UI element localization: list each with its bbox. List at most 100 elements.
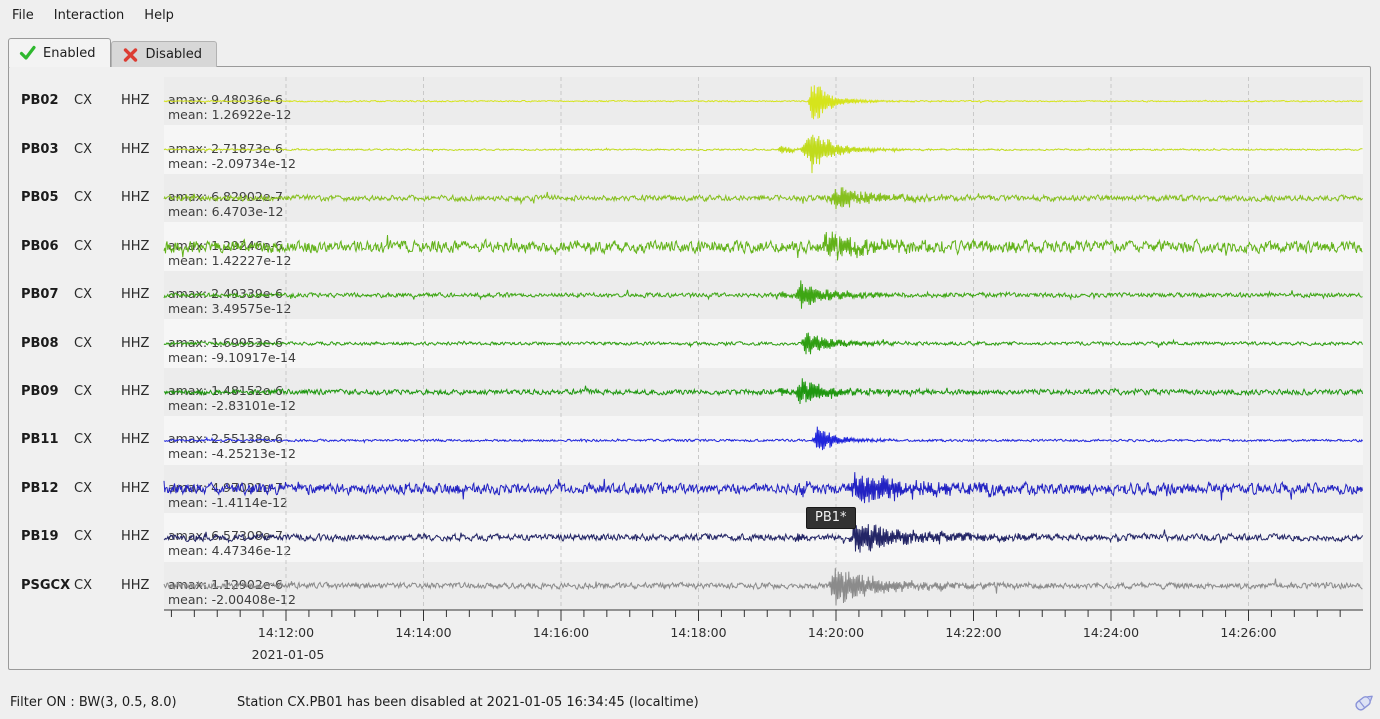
network-code: CX — [74, 432, 92, 448]
network-code: CX — [74, 335, 92, 351]
waveform-trace-pb03[interactable] — [163, 134, 1363, 174]
amax-value: amax: 1.48152e-6 — [168, 382, 283, 398]
station-tooltip: PB1* — [806, 507, 856, 529]
trace-label-psgcx[interactable]: PSGCX CX HHZ — [21, 577, 149, 593]
pen-icon[interactable] — [1350, 687, 1378, 715]
waveform-trace-pb11[interactable] — [163, 426, 1363, 451]
trace-label-pb06[interactable]: PB06 CX HHZ — [21, 238, 149, 254]
channel-code: HHZ — [121, 93, 150, 109]
amax-value: amax: 9.48036e-6 — [168, 92, 283, 108]
trace-label-pb19[interactable]: PB19 CX HHZ — [21, 529, 149, 545]
channel-code: HHZ — [121, 529, 150, 545]
trace-label-pb12[interactable]: PB12 CX HHZ — [21, 480, 149, 496]
trace-stats: amax: 2.49339e-6 mean: 3.49575e-12 — [168, 286, 291, 316]
tab-label: Disabled — [145, 47, 203, 62]
channel-code: HHZ — [121, 335, 150, 351]
channel-code: HHZ — [121, 141, 150, 157]
station-name: PB07 — [21, 287, 59, 303]
mean-value: mean: 4.47346e-12 — [168, 543, 292, 559]
mean-value: mean: -2.00408e-12 — [168, 591, 296, 607]
amax-value: amax: 1.69953e-6 — [168, 334, 283, 350]
station-name: PB08 — [21, 335, 59, 351]
waveform-panel[interactable]: PB02 CX HHZ amax: 9.48036e-6 mean: 1.26922e-… — [8, 66, 1371, 670]
time-tick-label: 14:24:00 — [1082, 625, 1140, 640]
menu-bar: File Interaction Help — [0, 0, 1380, 30]
trace-stats: amax: 9.48036e-6 mean: 1.26922e-12 — [168, 92, 291, 122]
network-code: CX — [74, 529, 92, 545]
trace-label-pb02[interactable]: PB02 CX HHZ — [21, 93, 149, 109]
waveform-trace-pb02[interactable] — [163, 85, 1363, 120]
status-bar: Filter ON : BW(3, 0.5, 8.0) Station CX.P… — [0, 670, 1380, 719]
filter-status-text: Filter ON : BW(3, 0.5, 8.0) — [10, 695, 177, 710]
tab-label: Enabled — [43, 45, 96, 61]
trace-label-pb07[interactable]: PB07 CX HHZ — [21, 287, 149, 303]
trace-label-pb08[interactable]: PB08 CX HHZ — [21, 335, 149, 351]
station-name: PSGCX — [21, 577, 71, 593]
network-code: CX — [74, 383, 92, 399]
amax-value: amax: 2.55138e-6 — [168, 431, 283, 447]
amax-value: amax: 2.49339e-6 — [168, 286, 283, 302]
time-tick-label: 14:12:00 — [257, 625, 315, 640]
trace-stats: amax: 1.69953e-6 mean: -9.10917e-14 — [168, 335, 296, 365]
trace-stats: amax: 6.82902e-7 mean: 6.4703e-12 — [168, 189, 283, 219]
waveform-trace-pb09[interactable] — [163, 378, 1363, 405]
trace-label-pb03[interactable]: PB03 CX HHZ — [21, 141, 149, 157]
channel-code: HHZ — [121, 238, 150, 254]
channel-code: HHZ — [121, 287, 150, 303]
menu-item-file[interactable]: File — [12, 7, 34, 23]
time-tick-label: 14:18:00 — [670, 625, 727, 640]
amax-value: amax: 2.71873e-6 — [168, 140, 283, 156]
check-icon — [19, 45, 36, 61]
network-code: CX — [74, 93, 92, 109]
waveform-trace-pb08[interactable] — [163, 332, 1363, 355]
network-code: CX — [74, 577, 92, 593]
menu-item-help[interactable]: Help — [144, 7, 174, 23]
channel-code: HHZ — [121, 577, 150, 593]
waveform-trace-pb06[interactable] — [163, 231, 1363, 261]
station-name: PB06 — [21, 238, 59, 254]
station-name: PB09 — [21, 383, 59, 399]
amax-value: amax: 6.82902e-7 — [168, 189, 283, 205]
time-tick-label: 14:22:00 — [945, 625, 1002, 640]
trace-label-pb11[interactable]: PB11 CX HHZ — [21, 432, 149, 447]
mean-value: mean: -1.4114e-12 — [168, 494, 288, 510]
mean-value: mean: -2.83101e-12 — [168, 397, 296, 413]
waveform-trace-pb07[interactable] — [163, 280, 1363, 309]
station-name: PB05 — [21, 190, 59, 206]
trace-stats: amax: 2.71873e-6 mean: -2.09734e-12 — [168, 141, 296, 171]
waveform-trace-pb12[interactable] — [163, 472, 1363, 504]
channel-code: HHZ — [121, 383, 150, 399]
tab-disabled[interactable]: Disabled — [110, 41, 218, 67]
waveform-trace-pb05[interactable] — [163, 187, 1363, 210]
waveform-trace-psgcx[interactable] — [163, 568, 1363, 606]
time-tick-label: 14:26:00 — [1220, 625, 1277, 640]
tab-enabled[interactable]: Enabled — [8, 38, 111, 67]
mean-value: mean: 1.42227e-12 — [168, 252, 292, 268]
mean-value: mean: 1.26922e-12 — [168, 107, 292, 123]
waveform-canvas[interactable] — [9, 67, 1370, 669]
tab-bar: Enabled Disabled — [8, 38, 218, 67]
mean-value: mean: -9.10917e-14 — [168, 349, 296, 365]
trace-row-stripe — [164, 513, 1363, 562]
trace-label-pb05[interactable]: PB05 CX HHZ — [21, 190, 149, 206]
station-name: PB03 — [21, 141, 59, 157]
time-tick-label: 14:14:00 — [395, 625, 452, 640]
network-code: CX — [74, 480, 92, 496]
menu-item-interaction[interactable]: Interaction — [53, 7, 125, 23]
trace-label-pb09[interactable]: PB09 CX HHZ — [21, 383, 149, 399]
trace-stats: amax: 2.55138e-6 mean: -4.25213e-12 — [168, 431, 296, 461]
channel-code: HHZ — [121, 432, 150, 448]
waveform-trace-pb19[interactable] — [163, 522, 1363, 553]
mean-value: mean: 6.4703e-12 — [168, 204, 284, 220]
date-label: 2021-01-05 — [251, 647, 325, 662]
channel-code: HHZ — [121, 190, 150, 206]
station-name: PB19 — [21, 529, 59, 545]
mean-value: mean: -2.09734e-12 — [168, 155, 296, 171]
network-code: CX — [74, 238, 92, 254]
network-code: CX — [74, 141, 92, 157]
station-name: PB12 — [21, 480, 59, 496]
time-tick-label: 14:20:00 — [807, 625, 865, 640]
network-code: CX — [74, 190, 92, 206]
station-name: PB02 — [21, 93, 59, 109]
